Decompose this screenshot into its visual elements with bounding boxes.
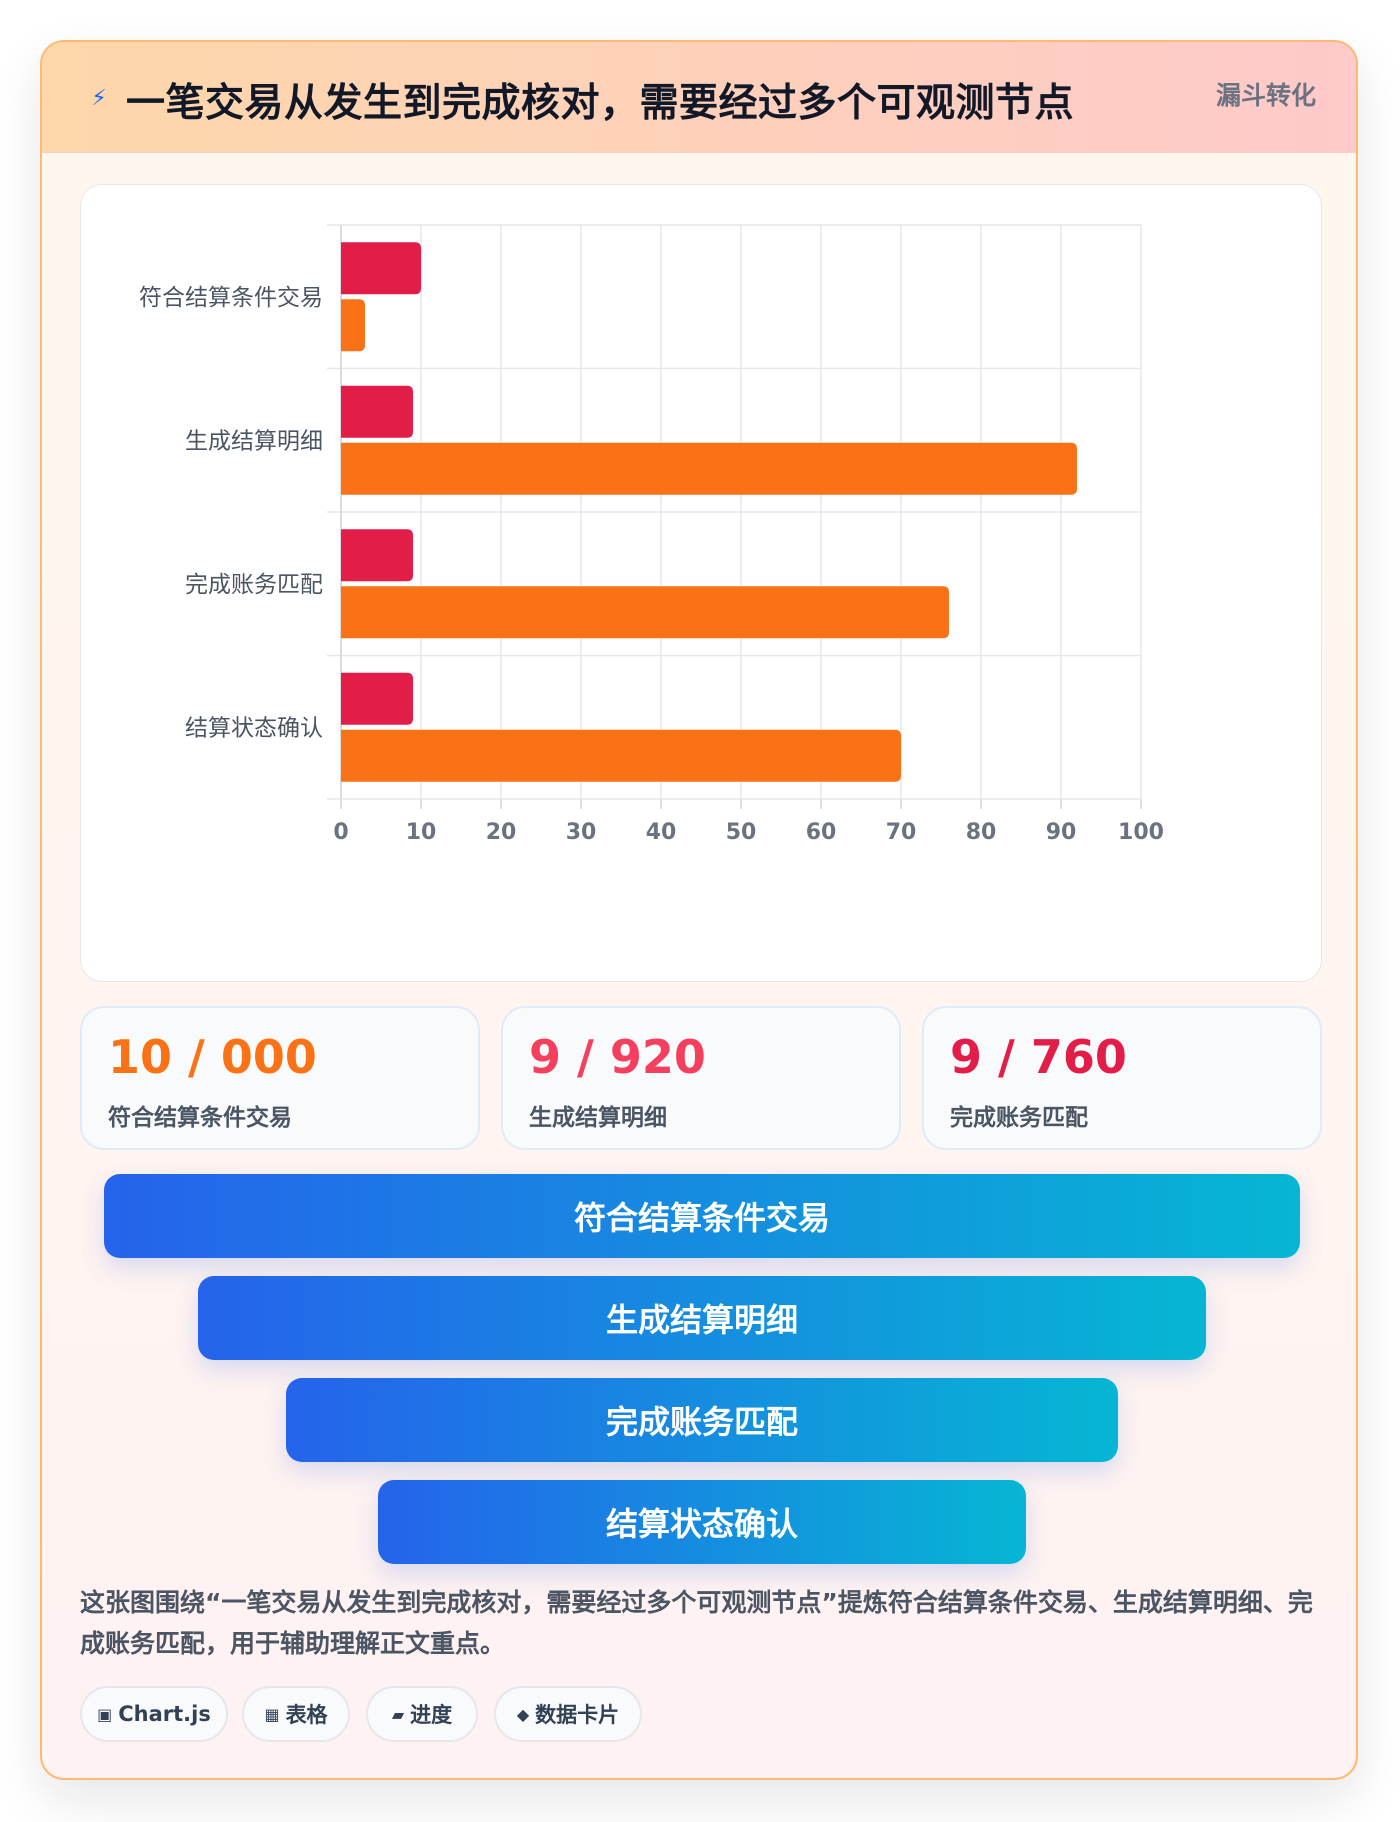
x-tick-label: 0 <box>333 820 348 845</box>
stat-card-1: 10 / 000 符合结算条件交易 <box>80 1006 480 1150</box>
stat-label: 完成账务匹配 <box>950 1105 1088 1131</box>
chip-label: 进度 <box>410 1703 453 1727</box>
stat-label: 生成结算明细 <box>529 1105 667 1131</box>
funnel-stage-3: 完成账务匹配 <box>286 1378 1118 1462</box>
y-tick-label: 结算状态确认 <box>185 715 323 741</box>
y-tick-label: 生成结算明细 <box>185 428 323 454</box>
card-header: ⚡ 一笔交易从发生到完成核对，需要经过多个可观测节点 漏斗转化 <box>42 42 1356 153</box>
bar <box>341 442 1077 495</box>
bar <box>341 385 413 438</box>
stat-card-3: 9 / 760 完成账务匹配 <box>922 1006 1322 1150</box>
x-tick-label: 10 <box>406 820 437 845</box>
x-tick-label: 60 <box>806 820 837 845</box>
chart-description: 这张图围绕“一笔交易从发生到完成核对，需要经过多个可观测节点”提炼符合结算条件交… <box>80 1588 1313 1658</box>
funnel-stage-4: 结算状态确认 <box>378 1480 1026 1564</box>
funnel-stage-1: 符合结算条件交易 <box>104 1174 1300 1258</box>
stat-label: 符合结算条件交易 <box>108 1105 292 1131</box>
bar-chart: 0 10 20 30 40 50 60 70 80 90 100 符合结算条件交易生成结算明细完成账务… <box>139 224 1164 845</box>
bar <box>341 242 421 295</box>
chip-label: 数据卡片 <box>535 1703 620 1727</box>
stat-value: 10 / 000 <box>108 1030 317 1084</box>
lightning-icon: ⚡ <box>91 86 107 111</box>
bar <box>341 729 901 782</box>
stat-value: 9 / 760 <box>950 1030 1127 1084</box>
bar <box>341 586 949 639</box>
page-title: 一笔交易从发生到完成核对，需要经过多个可观测节点 <box>126 81 1075 126</box>
chip-label: Chart.js <box>118 1702 211 1726</box>
x-tick-label: 70 <box>886 820 917 845</box>
main-card: ⚡ 一笔交易从发生到完成核对，需要经过多个可观测节点 漏斗转化 0 10 20 30 4… <box>40 40 1358 1780</box>
x-tick-label: 100 <box>1118 820 1164 845</box>
funnel-stage-2: 生成结算明细 <box>198 1276 1206 1360</box>
chip-chartjs[interactable]: ▣ Chart.js <box>80 1686 228 1742</box>
x-tick-label: 40 <box>646 820 677 845</box>
chip-progress[interactable]: ▰ 进度 <box>366 1686 478 1742</box>
stat-card-2: 9 / 920 生成结算明细 <box>501 1006 901 1150</box>
bar <box>341 299 365 352</box>
x-tick-label: 20 <box>486 820 517 845</box>
y-tick-label: 符合结算条件交易 <box>139 285 323 311</box>
diamond-icon: ◆ <box>516 1704 530 1724</box>
bar <box>341 672 413 725</box>
stat-value: 9 / 920 <box>529 1030 706 1084</box>
progress-icon: ▰ <box>391 1704 405 1724</box>
x-tick-label: 30 <box>566 820 597 845</box>
chart-panel: 0 10 20 30 40 50 60 70 80 90 100 符合结算条件交易生成结算明细 完成账务… <box>80 184 1322 982</box>
x-tick-label: 50 <box>726 820 757 845</box>
y-tick-label: 完成账务匹配 <box>185 572 323 598</box>
bar <box>341 529 413 582</box>
x-tick-label: 90 <box>1046 820 1077 845</box>
chip-table[interactable]: ▦ 表格 <box>242 1686 350 1742</box>
x-tick-label: 80 <box>966 820 997 845</box>
table-icon: ▦ <box>264 1704 280 1724</box>
chart-type-tag: 漏斗转化 <box>1215 81 1316 110</box>
chip-data-card[interactable]: ◆ 数据卡片 <box>494 1686 642 1742</box>
chip-label: 表格 <box>285 1703 328 1727</box>
chip-icon: ▣ <box>97 1704 113 1724</box>
